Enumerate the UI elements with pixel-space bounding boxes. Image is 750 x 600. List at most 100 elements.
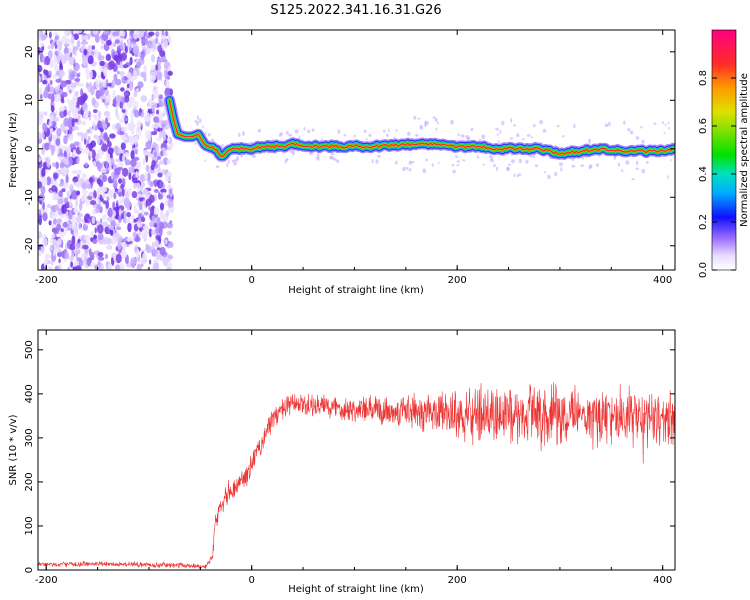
noise-dot (122, 64, 128, 69)
noise-dot (148, 228, 152, 238)
ridge-speckle (513, 173, 516, 178)
ridge-core (168, 99, 675, 157)
noise-dot (78, 213, 84, 218)
noise-dot (46, 203, 52, 209)
noise-dot (67, 133, 74, 140)
noise-dot (130, 158, 137, 167)
noise-dot (118, 178, 123, 184)
noise-dot (54, 94, 62, 103)
ridge-speckle (407, 131, 411, 136)
noise-dot (88, 248, 92, 257)
ridge-speckle (560, 167, 563, 172)
spectrogram-y-tick-label: 0 (24, 146, 35, 152)
noise-dot (40, 244, 45, 254)
noise-dot (38, 74, 41, 84)
noise-dot (160, 188, 167, 194)
noise-dot (145, 48, 152, 55)
noise-dot (131, 191, 138, 199)
spectrogram-xlabel: Height of straight line (km) (288, 285, 424, 296)
noise-dot (64, 197, 68, 204)
noise-dot (85, 198, 90, 207)
noise-dot (117, 130, 121, 135)
noise-dot (166, 159, 172, 165)
snr-frame (37, 329, 676, 571)
noise-dot (62, 221, 68, 228)
ridge-speckle (542, 128, 547, 133)
ridge-speckle (509, 137, 513, 140)
noise-dot (44, 142, 50, 151)
noise-dot (167, 198, 174, 208)
noise-dot (50, 105, 55, 113)
noise-dot (129, 56, 133, 66)
noise-dot (47, 265, 53, 270)
noise-dot (78, 222, 82, 230)
noise-dot (106, 216, 113, 223)
noise-dot (103, 67, 108, 77)
ridge-speckle (252, 154, 256, 159)
noise-dot (157, 113, 165, 120)
noise-dot (161, 129, 166, 138)
noise-dot (164, 40, 169, 48)
ridge-speckle (363, 129, 367, 133)
noise-dot (47, 50, 53, 59)
noise-dot (59, 162, 65, 169)
ridge-speckle (664, 123, 667, 127)
noise-dot (89, 151, 93, 157)
ridge-speckle (663, 132, 666, 135)
noise-dot (69, 143, 75, 149)
noise-dot (114, 39, 120, 44)
ridge-speckle (623, 120, 626, 125)
noise-dot (135, 209, 140, 214)
noise-dot (80, 88, 83, 98)
noise-dot (97, 233, 104, 241)
ridge-speckle (482, 163, 485, 166)
noise-dot (73, 33, 79, 40)
ridge-speckle (629, 130, 634, 135)
noise-dot (136, 61, 142, 69)
figure-title: S125.2022.341.16.31.G26 (270, 3, 441, 18)
noise-dot (135, 170, 138, 178)
noise-dot (43, 69, 47, 75)
noise-dot (133, 90, 138, 98)
noise-dot (56, 148, 60, 155)
noise-dot (75, 250, 79, 259)
noise-dot (69, 72, 74, 81)
noise-dot (57, 83, 60, 91)
noise-dot (139, 174, 146, 182)
noise-dot (95, 198, 101, 203)
noise-dot (166, 222, 173, 229)
noise-dot (98, 180, 104, 187)
noise-dot (124, 159, 131, 166)
noise-dot (58, 106, 66, 112)
noise-dot (39, 200, 43, 205)
noise-dot (167, 241, 174, 248)
noise-dot (56, 55, 61, 65)
ridge-speckle (490, 155, 494, 161)
ridge-speckle (455, 155, 459, 158)
ridge-speckle (417, 117, 421, 120)
noise-dot (145, 154, 148, 163)
colorbar-tick-label: 0.2 (698, 214, 709, 230)
ridge-speckle (608, 121, 611, 126)
noise-dot (58, 262, 62, 270)
noise-dot (78, 96, 85, 106)
noise-dot (69, 89, 72, 94)
noise-dot (40, 94, 43, 100)
noise-dot (165, 78, 170, 89)
spectrogram-frame (37, 29, 676, 271)
noise-dot (145, 140, 152, 150)
noise-dot (113, 145, 119, 153)
noise-dot (92, 114, 98, 118)
noise-dot (95, 78, 98, 89)
ridge-speckle (434, 118, 438, 122)
ridge-speckle (495, 127, 499, 131)
noise-dot (110, 171, 114, 180)
noise-dot (113, 192, 117, 199)
noise-dot (58, 231, 65, 238)
noise-dot (86, 128, 90, 134)
noise-dot (143, 190, 147, 194)
noise-dot (48, 144, 55, 150)
noise-dot (111, 239, 115, 246)
ridge-speckle (221, 143, 224, 148)
noise-dot (133, 135, 139, 143)
